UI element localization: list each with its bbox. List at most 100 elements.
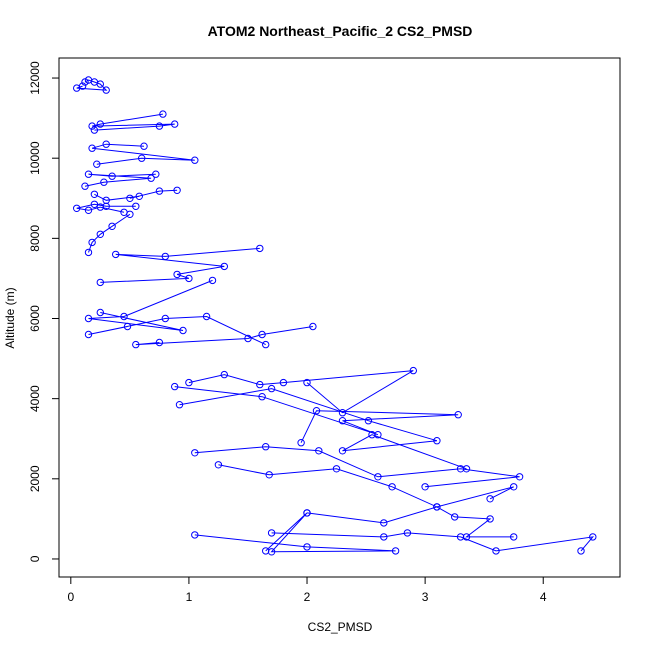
data-point [88, 238, 96, 247]
data-point [309, 322, 317, 331]
data-point [279, 378, 288, 387]
data-point [510, 483, 518, 491]
y-tick-label: 0 [28, 555, 42, 562]
y-tick-label: 10000 [28, 141, 42, 175]
series-line [88, 279, 213, 331]
x-axis-label: CS2_PMSD [308, 620, 373, 634]
data-point [374, 431, 382, 439]
series-11 [84, 312, 270, 349]
y-tick-label: 4000 [28, 385, 42, 412]
data-point [303, 509, 311, 517]
data-point [456, 465, 465, 473]
data-point [135, 192, 144, 201]
data-point [155, 338, 164, 347]
y-tick-label: 8000 [28, 225, 42, 252]
data-point [191, 449, 199, 457]
data-point [202, 312, 211, 321]
data-point [132, 340, 140, 349]
data-point [159, 110, 167, 118]
data-point [90, 200, 99, 209]
data-point [262, 340, 270, 349]
data-point [510, 533, 518, 541]
data-point [380, 533, 388, 541]
data-point [589, 533, 597, 541]
series-line [306, 506, 514, 538]
data-point [403, 529, 412, 537]
data-point [96, 278, 105, 287]
data-point [108, 222, 116, 231]
data-point [161, 314, 170, 323]
data-point [173, 186, 181, 195]
data-point [244, 334, 252, 343]
data-point [126, 210, 134, 219]
x-axis: 0 1 2 3 4 [67, 576, 547, 604]
data-point [409, 366, 417, 375]
data-point [368, 431, 376, 439]
data-point [108, 172, 116, 180]
data-point [96, 80, 105, 88]
data-point [90, 190, 99, 199]
series-line [194, 512, 396, 553]
series-18 [267, 529, 597, 555]
data-layer [73, 76, 597, 556]
data-point [303, 378, 311, 387]
chart-title: ATOM2 Northeast_Pacific_2 CS2_PMSD [208, 23, 473, 39]
data-point [265, 471, 273, 479]
y-tick-label: 6000 [28, 305, 42, 332]
data-point [364, 417, 373, 425]
data-point [120, 312, 128, 321]
data-point [161, 252, 170, 261]
data-point [102, 140, 110, 148]
series-line [76, 79, 108, 91]
data-point [96, 308, 105, 317]
data-point [171, 120, 179, 128]
series-5 [90, 186, 181, 205]
series-line [91, 113, 175, 131]
data-point [96, 120, 105, 128]
data-point [173, 270, 181, 279]
data-point [84, 330, 93, 339]
data-point [315, 447, 323, 455]
plot-frame [58, 57, 621, 578]
data-point [374, 473, 382, 481]
data-point [93, 160, 101, 168]
y-axis: 0 2000 4000 6000 8000 10000 12000 [28, 61, 60, 562]
data-point [171, 382, 179, 391]
series-line [188, 370, 414, 414]
data-point [338, 447, 347, 455]
data-point [96, 230, 105, 239]
x-tick-label: 4 [540, 590, 547, 604]
data-point [152, 170, 160, 178]
y-tick-label: 2000 [28, 465, 42, 492]
data-point [84, 314, 93, 323]
data-point [96, 203, 105, 211]
data-point [297, 439, 305, 447]
data-point [267, 548, 276, 556]
x-tick-label: 1 [186, 590, 193, 604]
data-point [256, 244, 264, 253]
data-point [258, 330, 266, 339]
y-tick-label: 12000 [28, 61, 42, 95]
series-1 [73, 76, 110, 94]
data-point [456, 533, 465, 541]
data-point [391, 547, 400, 555]
series-line [174, 386, 459, 443]
data-point [486, 515, 494, 523]
data-point [81, 182, 89, 190]
data-point [214, 461, 223, 469]
data-point [433, 503, 441, 511]
series-8 [96, 244, 264, 287]
series-line [84, 173, 156, 187]
data-point [123, 322, 132, 331]
data-point [303, 543, 311, 551]
series-line [135, 326, 313, 346]
data-point [84, 206, 93, 215]
series-line [194, 446, 520, 488]
data-point [155, 187, 164, 195]
x-tick-label: 0 [67, 590, 74, 604]
data-point [100, 178, 108, 186]
data-point [462, 533, 471, 541]
data-point [126, 194, 134, 203]
data-point [338, 417, 347, 425]
